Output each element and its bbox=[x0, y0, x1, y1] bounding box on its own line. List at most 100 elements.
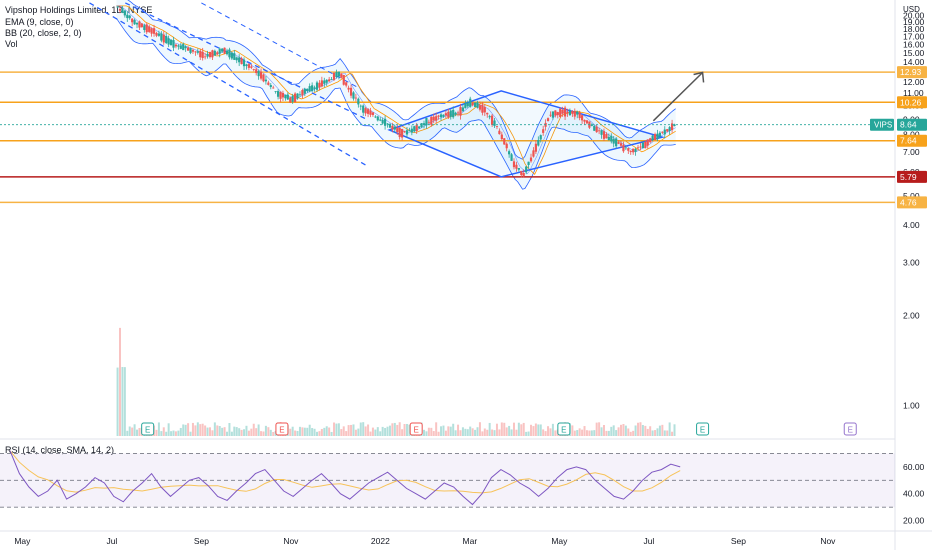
volume-bar bbox=[359, 422, 362, 436]
volume-bar bbox=[430, 427, 433, 436]
candle-body bbox=[573, 111, 576, 117]
volume-bar bbox=[447, 426, 450, 436]
candle-body bbox=[539, 135, 542, 140]
volume-bar bbox=[615, 430, 618, 436]
volume-bar bbox=[228, 422, 231, 436]
volume-bar bbox=[466, 429, 469, 436]
candle-body bbox=[376, 116, 379, 121]
volume-bar bbox=[315, 431, 318, 436]
candle-body bbox=[576, 111, 579, 115]
candle-body bbox=[133, 19, 136, 25]
candle-body bbox=[437, 115, 440, 117]
candle-body bbox=[619, 143, 623, 146]
candle-body bbox=[508, 151, 511, 155]
volume-bar bbox=[345, 431, 348, 436]
volume-bar bbox=[673, 424, 676, 436]
candle-body bbox=[534, 143, 537, 152]
candle-body bbox=[666, 129, 669, 132]
volume-bar bbox=[162, 427, 165, 436]
volume-bar bbox=[206, 427, 209, 436]
candle-body bbox=[486, 112, 489, 115]
bollinger-upper bbox=[127, 0, 676, 160]
candle-body bbox=[615, 138, 618, 147]
candle-body bbox=[150, 28, 153, 34]
horizontal-level-tag bbox=[897, 170, 927, 183]
volume-bar bbox=[493, 430, 496, 436]
volume-bar bbox=[598, 422, 601, 436]
candle-body bbox=[593, 125, 596, 131]
price-tick-label: 17.00 bbox=[903, 32, 925, 42]
volume-bar bbox=[401, 429, 404, 436]
candle-body bbox=[554, 110, 557, 116]
volume-bar bbox=[269, 429, 272, 436]
time-axis-label: Jul bbox=[643, 536, 654, 546]
volume-bar bbox=[452, 423, 455, 436]
volume-bar bbox=[464, 428, 467, 436]
rsi-legend: RSI (14, close, SMA, 14, 2) bbox=[5, 445, 115, 455]
volume-bar bbox=[627, 428, 630, 436]
volume-bar bbox=[639, 422, 642, 436]
candle-body bbox=[342, 74, 345, 85]
volume-bar bbox=[386, 426, 389, 436]
candle-body bbox=[656, 133, 659, 140]
candle-body bbox=[289, 97, 292, 103]
volume-bar bbox=[374, 429, 377, 436]
volume-bar bbox=[301, 427, 304, 436]
volume-bar bbox=[585, 430, 588, 436]
volume-bar bbox=[425, 431, 428, 436]
volume-bar bbox=[245, 425, 248, 436]
candle-body bbox=[306, 88, 309, 91]
candle-body bbox=[301, 90, 304, 96]
volume-bar bbox=[512, 422, 515, 436]
candle-body bbox=[152, 28, 156, 34]
volume-bar bbox=[491, 429, 494, 436]
volume-bar bbox=[354, 429, 357, 436]
candle-body bbox=[491, 115, 494, 125]
candle-body bbox=[272, 87, 275, 89]
candle-body bbox=[199, 50, 202, 58]
volume-bar bbox=[532, 426, 535, 436]
volume-bar bbox=[427, 427, 430, 436]
candle-body bbox=[561, 109, 564, 114]
candle-body bbox=[274, 91, 277, 92]
horizontal-level-label: 12.93 bbox=[900, 67, 922, 77]
candle-body bbox=[118, 8, 122, 11]
volume-bar bbox=[272, 431, 275, 436]
earnings-marker-label: E bbox=[700, 426, 705, 435]
volume-bar bbox=[320, 428, 323, 436]
volume-bar bbox=[218, 426, 221, 436]
volume-bar bbox=[573, 430, 576, 436]
volume-bar bbox=[240, 429, 243, 436]
candle-body bbox=[393, 126, 396, 130]
volume-bar bbox=[303, 427, 306, 436]
price-tick-label: 15.00 bbox=[903, 48, 925, 58]
volume-bar bbox=[201, 423, 204, 436]
candle-body bbox=[213, 50, 216, 56]
candle-body bbox=[349, 87, 353, 96]
candle-body bbox=[381, 119, 384, 124]
volume-bar bbox=[602, 425, 605, 436]
volume-bar bbox=[554, 430, 557, 436]
price-tick-label: 3.00 bbox=[903, 258, 920, 268]
volume-bar bbox=[471, 428, 474, 436]
volume-bar bbox=[323, 427, 326, 436]
volume-bar bbox=[432, 431, 435, 436]
candle-body bbox=[580, 115, 584, 121]
volume-bar bbox=[167, 423, 170, 436]
candle-body bbox=[525, 166, 528, 173]
volume-bar bbox=[362, 422, 365, 436]
volume-bar bbox=[510, 429, 513, 436]
candle-body bbox=[578, 112, 581, 119]
volume-bar bbox=[423, 429, 426, 436]
candle-body bbox=[255, 69, 258, 74]
candle-body bbox=[362, 105, 365, 113]
candle-body bbox=[646, 139, 649, 146]
volume-bar bbox=[488, 422, 491, 436]
candle-body bbox=[352, 92, 355, 99]
candle-body bbox=[284, 94, 287, 99]
candle-body bbox=[602, 131, 606, 139]
candle-body bbox=[128, 15, 131, 19]
volume-bar bbox=[595, 422, 598, 436]
legend-ema: EMA (9, close, 0) bbox=[5, 17, 74, 27]
